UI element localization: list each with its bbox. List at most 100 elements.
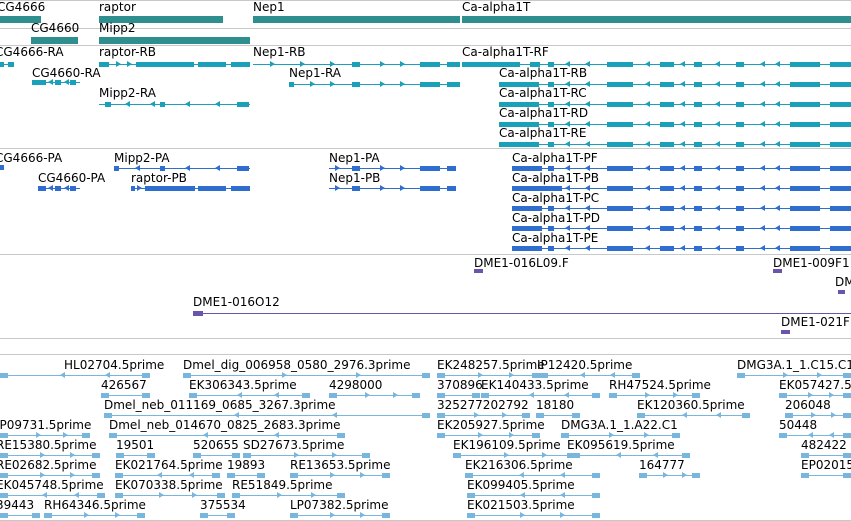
transcript-label-ca-alpha1t-rd: Ca-alpha1T-RD — [499, 106, 589, 120]
feature-block — [462, 15, 851, 23]
exon-block — [412, 392, 420, 398]
feature-line — [99, 104, 250, 105]
strand-arrow — [680, 101, 685, 107]
exon-block — [189, 392, 197, 398]
feature-block — [0, 15, 41, 23]
strand-arrow — [565, 61, 570, 67]
feature-line — [499, 84, 851, 85]
strand-arrow — [520, 492, 525, 498]
strand-arrow — [311, 492, 316, 498]
exon-block — [337, 492, 345, 498]
exon-block — [592, 512, 600, 518]
strand-arrow — [135, 165, 140, 171]
exon-block — [337, 432, 345, 438]
strand-arrow — [715, 225, 720, 231]
est-label-dmel-neb-014670-0825-2683-3prime: Dmel_neb_014670_0825_2683.3prime — [109, 418, 341, 432]
strand-arrow — [680, 185, 685, 191]
strand-arrow — [585, 81, 590, 87]
est-label-ek248257-5prime: EK248257.5prime — [437, 358, 545, 372]
exon-block — [790, 205, 820, 211]
exon-block — [183, 372, 191, 378]
strand-arrow — [715, 141, 720, 147]
est-label-sd27673-5prime: SD27673.5prime — [243, 438, 345, 452]
feature-line — [115, 495, 225, 496]
est-label-19501: 19501 — [116, 438, 155, 452]
est-label-426567: 426567 — [101, 378, 147, 392]
feature-line — [193, 455, 240, 456]
exon-block — [801, 452, 809, 458]
exon-block — [499, 81, 539, 87]
exon-block — [548, 81, 554, 87]
protein-label-nep1-pb: Nep1-PB — [329, 171, 381, 185]
exon-block — [193, 310, 203, 316]
feature-block — [253, 15, 460, 23]
est-label-18180: 18180 — [536, 398, 575, 412]
exon-block — [592, 392, 600, 398]
transcript-label-nep1-ra: Nep1-RA — [289, 66, 342, 80]
exon-block — [660, 205, 674, 211]
exon-block — [742, 412, 750, 418]
strand-arrow — [400, 81, 405, 87]
exon-block — [682, 452, 690, 458]
est-label-re15380-5prime: RE15380.5prime — [0, 438, 97, 452]
strand-arrow — [760, 185, 765, 191]
est-label-ek205927-5prime: EK205927.5prime — [437, 418, 545, 432]
strand-arrow — [270, 61, 275, 67]
exon-block — [0, 432, 8, 438]
exon-block — [694, 121, 702, 127]
exon-block — [801, 472, 809, 478]
strand-arrow — [715, 205, 720, 211]
strand-arrow — [585, 141, 590, 147]
gene-label-cg4666: CG4666 — [0, 0, 46, 14]
protein-label-ca-alpha1t-pf: Ca-alpha1T-PF — [512, 151, 598, 165]
strand-arrow — [645, 392, 650, 398]
exon-block — [420, 165, 440, 171]
exon-block — [422, 372, 430, 378]
feature-line — [785, 415, 851, 416]
exon-block — [548, 101, 554, 107]
strand-arrow — [716, 412, 721, 418]
protein-label-cg4660-pa: CG4660-PA — [38, 171, 106, 185]
feature-line — [540, 375, 640, 376]
exon-block — [465, 472, 473, 478]
exon-block — [70, 185, 76, 191]
exon-block — [437, 412, 445, 418]
est-label-re51849-5prime: RE51849.5prime — [232, 478, 333, 492]
exon-block — [694, 165, 702, 171]
exon-block — [352, 61, 360, 67]
feature-line — [536, 415, 580, 416]
exon-block — [830, 121, 851, 127]
exon-block — [193, 452, 201, 458]
strand-arrow — [760, 61, 765, 67]
est-label-ek140433-5prime: EK140433.5prime — [481, 378, 589, 392]
strand-arrow — [63, 432, 68, 438]
strand-arrow — [237, 392, 242, 398]
strand-arrow — [565, 165, 570, 171]
strand-arrow — [645, 165, 650, 171]
exon-block — [232, 492, 240, 498]
strand-arrow — [70, 452, 75, 458]
exon-block — [0, 492, 8, 498]
est-label-375534: 375534 — [200, 498, 246, 512]
feature-line — [779, 395, 851, 396]
exon-block — [462, 61, 520, 67]
exon-block — [0, 61, 4, 67]
strand-arrow — [159, 492, 164, 498]
exon-block — [0, 164, 4, 170]
strand-arrow — [645, 185, 650, 191]
exon-block — [548, 245, 554, 251]
est-label-ek306343-5prime: EK306343.5prime — [189, 378, 297, 392]
exon-block — [382, 512, 390, 518]
transcript-label-mipp2-ra: Mipp2-RA — [99, 86, 156, 100]
exon-block — [639, 472, 647, 478]
exon-block — [512, 205, 542, 211]
exon-block — [607, 205, 633, 211]
strand-arrow — [519, 472, 524, 478]
clone-label-dme1-016o12: DME1-016O12 — [193, 295, 280, 309]
exon-block — [830, 245, 851, 251]
exon-block — [567, 452, 575, 458]
strand-arrow — [760, 165, 765, 171]
est-label-ek196109-5prime: EK196109.5prime — [453, 438, 561, 452]
exon-block — [437, 372, 445, 378]
est-label-164777: 164777 — [639, 458, 685, 472]
